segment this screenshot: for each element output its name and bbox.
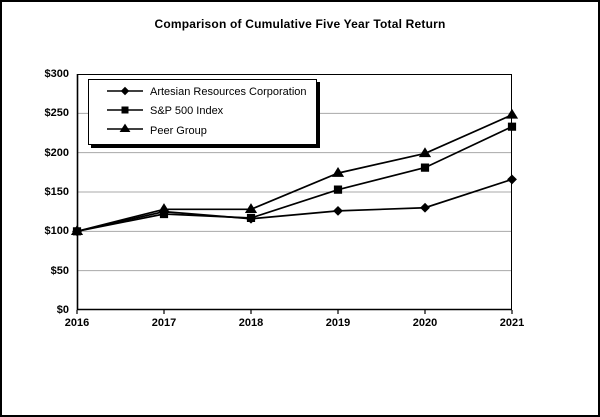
x-axis-label: 2018: [238, 317, 264, 329]
x-axis-label: 2019: [325, 317, 351, 329]
x-axis-label: 2021: [499, 317, 525, 329]
x-axis-label: 2016: [64, 317, 90, 329]
triangle-marker-icon: [107, 122, 143, 140]
chart-title: Comparison of Cumulative Five Year Total…: [154, 17, 446, 31]
y-axis-label: $0: [56, 304, 69, 316]
legend: Artesian Resources Corporation S&P 500 I…: [88, 79, 317, 145]
legend-item-artesian: Artesian Resources Corporation: [107, 84, 316, 102]
legend-item-peer-group: Peer Group: [107, 122, 316, 140]
y-axis: $300 $250 $200 $150 $100 $50 $0: [2, 68, 69, 316]
y-axis-label: $250: [44, 107, 69, 120]
legend-label: Peer Group: [150, 124, 207, 137]
y-axis-label: $50: [50, 264, 69, 277]
y-axis-label: $150: [44, 186, 69, 198]
x-axis: 2016 2017 2018 2019 2020 2021: [65, 316, 524, 332]
legend-label: Artesian Resources Corporation: [150, 86, 307, 99]
y-axis-label: $200: [44, 146, 69, 159]
y-axis-label: $300: [44, 68, 69, 80]
legend-label: S&P 500 Index: [150, 105, 224, 118]
square-marker-icon: [107, 103, 143, 121]
legend-item-sp500: S&P 500 Index: [107, 103, 316, 121]
y-axis-label: $100: [44, 225, 69, 238]
x-axis-label: 2017: [151, 317, 177, 329]
diamond-marker-icon: [107, 84, 143, 102]
x-axis-label: 2020: [412, 317, 438, 329]
